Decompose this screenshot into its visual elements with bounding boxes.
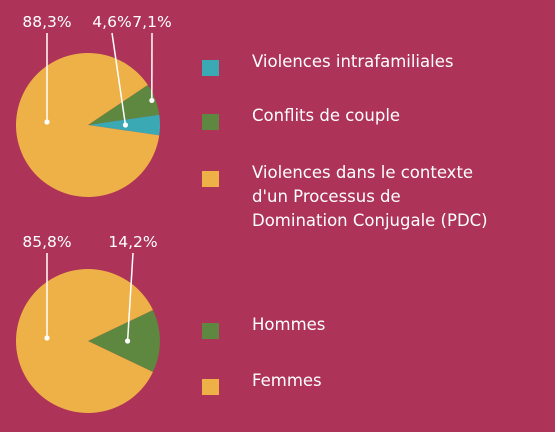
slice-pdc — [16, 53, 160, 198]
callout-line — [126, 252, 134, 342]
value-label: 88,3% — [22, 13, 71, 31]
value-label: 7,1% — [132, 13, 171, 31]
callout-dot — [149, 97, 155, 104]
legend-item-intrafamiliales: Violences intrafamiliales — [202, 50, 532, 76]
legend-item-hommes: Hommes — [202, 313, 532, 339]
callout-dot — [44, 335, 50, 341]
legend-label-conflits: Conflits de couple — [252, 106, 401, 125]
callout-dot — [125, 338, 131, 344]
callout-dot — [44, 119, 50, 125]
value-label: 14,2% — [108, 233, 157, 251]
slice-femmes — [15, 269, 153, 413]
legend-swatch-hommes — [202, 323, 219, 339]
legend-label-pdc: Violences dans le contexte d'un Processu… — [252, 163, 488, 230]
legend-item-conflits: Conflits de couple — [202, 104, 532, 130]
value-label: 85,8% — [22, 233, 71, 251]
value-label: 4,6% — [92, 13, 131, 31]
legend-item-pdc: Violences dans le contexte d'un Processu… — [202, 161, 532, 233]
slice-hommes — [88, 309, 160, 373]
legend-swatch-conflits — [202, 114, 219, 130]
legend-item-femmes: Femmes — [202, 369, 532, 395]
slice-conflits — [88, 84, 160, 125]
callout-line — [111, 32, 127, 126]
callout-dot — [122, 122, 129, 128]
legend-label-hommes: Hommes — [252, 315, 326, 334]
legend-label-femmes: Femmes — [252, 371, 322, 390]
legend-swatch-femmes — [202, 379, 219, 395]
pie-chart-2: 14,2% 85,8% — [15, 233, 160, 413]
legend-label-intrafamiliales: Violences intrafamiliales — [252, 52, 454, 71]
legend-swatch-intrafamiliales — [202, 60, 219, 76]
legend-swatch-pdc — [202, 171, 219, 187]
pie-chart-1: 4,6% 7,1% 88,3% — [16, 13, 172, 198]
